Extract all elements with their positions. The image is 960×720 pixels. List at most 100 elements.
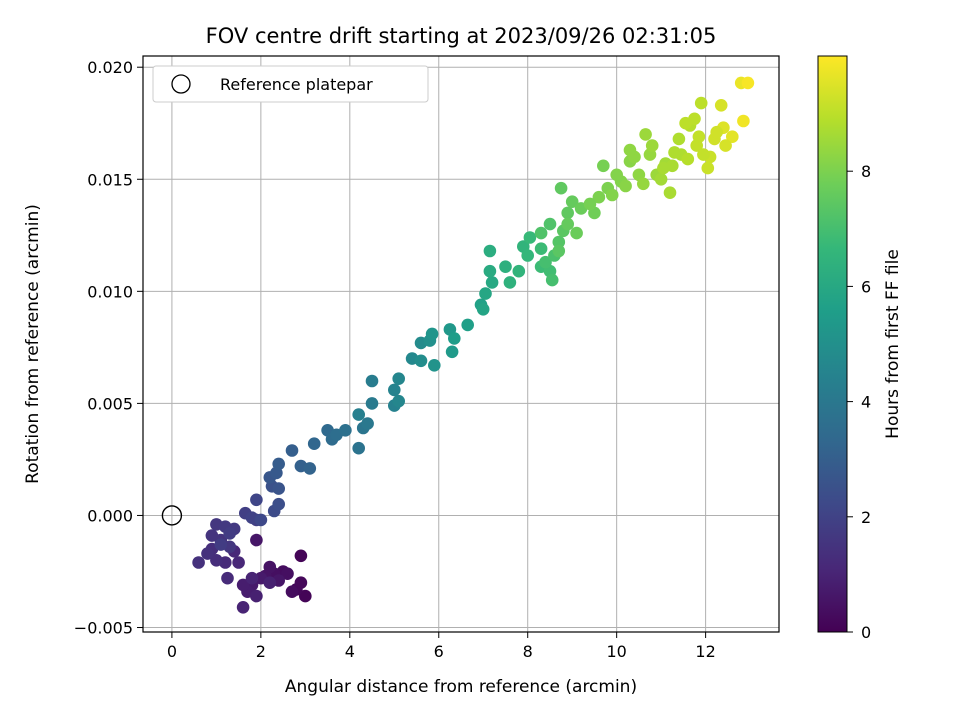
data-point (726, 130, 739, 143)
reference-point-marker (161, 505, 183, 526)
y-tick-label: 0.000 (87, 506, 133, 525)
legend-label: Reference platepar (220, 75, 373, 94)
data-point (552, 244, 566, 258)
colorbar-tick-label: 2 (861, 508, 871, 527)
colorbar-gradient (817, 55, 848, 633)
data-point (570, 226, 583, 240)
data-point (445, 345, 459, 359)
data-point (610, 168, 623, 182)
data-point (539, 255, 552, 269)
x-tick-label: 10 (606, 642, 626, 661)
plot-frame (142, 55, 780, 633)
data-point (694, 96, 708, 110)
data-point (245, 571, 259, 585)
data-point (272, 497, 286, 511)
data-point (483, 264, 497, 278)
data-point (719, 139, 732, 152)
y-axis-ticks: −0.005 0.000 0.005 0.010 0.015 0.020 (74, 58, 143, 638)
colorbar: 0 2 4 6 8 Hours from first FF file (817, 55, 903, 642)
y-tick-label: 0.015 (87, 170, 133, 189)
data-point (232, 556, 245, 569)
y-tick-label: 0.020 (87, 58, 133, 77)
data-point (741, 76, 755, 90)
data-point (272, 482, 286, 495)
x-tick-label: 0 (167, 642, 177, 661)
colorbar-tick-label: 4 (861, 393, 871, 412)
data-point (365, 397, 379, 410)
data-point (352, 441, 366, 455)
data-point (597, 159, 610, 173)
data-point (637, 177, 650, 191)
data-point (272, 457, 286, 471)
data-point (619, 179, 632, 193)
data-point (388, 383, 401, 397)
data-point (285, 585, 299, 598)
data-point (710, 125, 723, 139)
data-point (639, 128, 652, 141)
data-point (565, 195, 579, 208)
data-point (737, 114, 750, 128)
data-point (250, 533, 263, 547)
data-point (425, 327, 439, 341)
data-point (663, 186, 677, 199)
data-point (210, 554, 223, 567)
data-point (485, 276, 499, 289)
y-tick-label: −0.005 (74, 619, 133, 638)
colorbar-tick-label: 8 (861, 162, 871, 181)
data-point (672, 132, 686, 146)
data-point (479, 287, 492, 300)
data-point (543, 217, 557, 231)
data-point (250, 589, 263, 603)
data-point (461, 318, 475, 332)
data-point (281, 567, 294, 580)
data-point (583, 197, 597, 211)
data-point (692, 130, 706, 143)
data-point (654, 173, 668, 186)
x-tick-label: 6 (434, 642, 444, 661)
data-point (361, 417, 374, 430)
data-point (214, 538, 228, 551)
data-point (392, 372, 406, 386)
data-point (392, 394, 406, 408)
data-point (339, 424, 352, 437)
data-point (561, 217, 574, 231)
y-tick-label: 0.005 (87, 394, 133, 413)
data-point (307, 437, 321, 451)
x-tick-label: 2 (256, 642, 266, 661)
data-point (299, 589, 312, 603)
data-point (503, 276, 517, 289)
data-point (483, 244, 497, 258)
data-point (414, 354, 428, 368)
data-point (448, 332, 461, 345)
data-point (236, 601, 250, 614)
data-point (561, 206, 574, 220)
data-point (714, 99, 728, 112)
data-point (303, 462, 317, 475)
data-point (263, 576, 277, 589)
data-point (592, 190, 606, 204)
data-point (499, 260, 512, 274)
data-point (294, 576, 308, 589)
data-point (554, 181, 568, 195)
data-point (365, 374, 379, 388)
y-axis-label: Rotation from reference (arcmin) (23, 204, 43, 484)
x-tick-label: 4 (345, 642, 355, 661)
data-point (679, 116, 692, 130)
data-point (476, 303, 490, 316)
data-point (523, 231, 537, 244)
data-point (605, 188, 619, 202)
x-axis-ticks: 0 2 4 6 8 10 12 (167, 632, 716, 661)
data-point (697, 148, 710, 161)
x-axis-label: Angular distance from reference (arcmin) (285, 677, 637, 697)
data-point (668, 146, 681, 159)
data-point (294, 549, 308, 563)
data-point (552, 235, 566, 249)
data-point (623, 143, 637, 157)
data-point (701, 161, 715, 175)
x-tick-label: 8 (523, 642, 533, 661)
data-point (352, 408, 366, 421)
colorbar-ticks: 0 2 4 6 8 (847, 162, 871, 642)
data-point (657, 161, 670, 175)
data-point (254, 513, 268, 527)
